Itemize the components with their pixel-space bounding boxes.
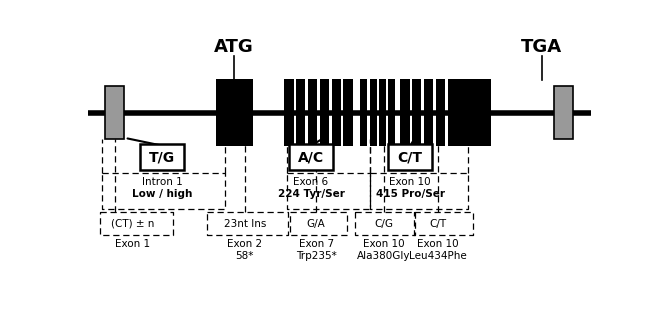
Text: ATG: ATG [214,38,254,56]
Bar [332,79,341,146]
FancyBboxPatch shape [289,145,333,169]
Text: T/G: T/G [149,150,175,164]
Bar [320,79,329,146]
Bar [360,79,367,146]
Text: Exon 6: Exon 6 [293,177,328,187]
FancyBboxPatch shape [140,145,184,169]
Bar [296,79,305,146]
Text: Exon 7: Exon 7 [299,239,334,249]
Text: Low / high: Low / high [132,189,193,199]
Bar [388,79,395,146]
Bar [285,79,294,146]
Bar [553,86,573,139]
Text: Exon 2: Exon 2 [227,239,262,249]
Text: (CT) ± n: (CT) ± n [111,219,155,229]
Bar [379,79,386,146]
Bar [436,79,445,146]
Bar [448,79,457,146]
Text: A/C: A/C [298,150,324,164]
Bar [412,79,422,146]
Text: G/A: G/A [307,219,326,229]
Text: C/T: C/T [398,150,422,164]
Bar [216,79,253,146]
Bar [369,79,377,146]
Text: C/G: C/G [375,219,393,229]
Text: C/T: C/T [430,219,447,229]
Bar [401,79,410,146]
Bar [454,79,491,146]
Text: Intron 1: Intron 1 [142,177,183,187]
Text: Trp235*: Trp235* [296,251,336,261]
Bar [424,79,433,146]
Text: TGA: TGA [522,38,563,56]
Text: 58*: 58* [236,251,254,261]
Bar [344,79,353,146]
Text: Exon 10: Exon 10 [418,239,459,249]
Text: 224 Tyr/Ser: 224 Tyr/Ser [277,189,344,199]
Text: Ala380Gly: Ala380Gly [357,251,410,261]
Bar [308,79,317,146]
Text: 415 Pro/Ser: 415 Pro/Ser [375,189,445,199]
FancyBboxPatch shape [389,145,432,169]
Text: Exon 10: Exon 10 [363,239,404,249]
Text: 23nt Ins: 23nt Ins [224,219,266,229]
Text: Exon 10: Exon 10 [389,177,431,187]
Text: Leu434Phe: Leu434Phe [409,251,467,261]
Text: Exon 1: Exon 1 [115,239,150,249]
Bar [105,86,124,139]
